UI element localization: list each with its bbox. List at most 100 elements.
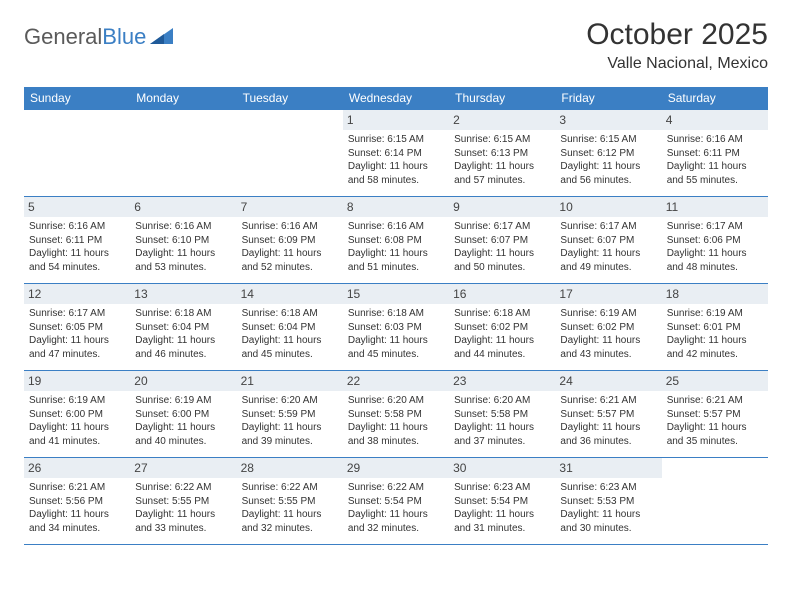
sunrise-line: Sunrise: 6:18 AM [242, 307, 338, 321]
sunrise-line: Sunrise: 6:20 AM [242, 394, 338, 408]
daylight-line: Daylight: 11 hours and 46 minutes. [135, 334, 231, 361]
week-row: 5Sunrise: 6:16 AMSunset: 6:11 PMDaylight… [24, 197, 768, 284]
daylight-line: Daylight: 11 hours and 43 minutes. [560, 334, 656, 361]
sunrise-line: Sunrise: 6:17 AM [667, 220, 763, 234]
sunrise-line: Sunrise: 6:22 AM [242, 481, 338, 495]
sunset-line: Sunset: 6:13 PM [454, 147, 550, 161]
sunset-line: Sunset: 6:00 PM [29, 408, 125, 422]
day-cell: 14Sunrise: 6:18 AMSunset: 6:04 PMDayligh… [237, 284, 343, 370]
dow-header-cell: Friday [555, 87, 661, 109]
day-number: 16 [449, 284, 555, 304]
brand-part1: General [24, 24, 102, 50]
day-cell: 4Sunrise: 6:16 AMSunset: 6:11 PMDaylight… [662, 110, 768, 196]
daylight-line: Daylight: 11 hours and 34 minutes. [29, 508, 125, 535]
daylight-line: Daylight: 11 hours and 54 minutes. [29, 247, 125, 274]
day-cell [237, 110, 343, 196]
day-number: 26 [24, 458, 130, 478]
sunrise-line: Sunrise: 6:21 AM [667, 394, 763, 408]
calendar-grid: SundayMondayTuesdayWednesdayThursdayFrid… [24, 87, 768, 545]
sunset-line: Sunset: 6:03 PM [348, 321, 444, 335]
sunset-line: Sunset: 6:07 PM [454, 234, 550, 248]
day-cell: 12Sunrise: 6:17 AMSunset: 6:05 PMDayligh… [24, 284, 130, 370]
day-cell [662, 458, 768, 544]
day-number: 18 [662, 284, 768, 304]
calendar-page: GeneralBlue October 2025 Valle Nacional,… [0, 0, 792, 555]
day-number: 29 [343, 458, 449, 478]
sunset-line: Sunset: 5:59 PM [242, 408, 338, 422]
daylight-line: Daylight: 11 hours and 45 minutes. [348, 334, 444, 361]
location-label: Valle Nacional, Mexico [586, 55, 768, 73]
day-cell: 26 Sunrise: 6:21 AMSunset: 5:56 PMDayligh… [24, 458, 130, 544]
sunrise-line: Sunrise: 6:17 AM [560, 220, 656, 234]
day-number: 6 [130, 197, 236, 217]
day-number: 12 [24, 284, 130, 304]
dow-header-cell: Sunday [24, 87, 130, 109]
day-cell: 13Sunrise: 6:18 AMSunset: 6:04 PMDayligh… [130, 284, 236, 370]
day-cell: 23Sunrise: 6:20 AMSunset: 5:58 PMDayligh… [449, 371, 555, 457]
sunrise-line: Sunrise: 6:16 AM [242, 220, 338, 234]
sunrise-line: Sunrise: 6:20 AM [348, 394, 444, 408]
sunset-line: Sunset: 6:05 PM [29, 321, 125, 335]
day-cell: 30Sunrise: 6:23 AMSunset: 5:54 PMDayligh… [449, 458, 555, 544]
sunrise-line: Sunrise: 6:21 AM [29, 481, 125, 495]
dow-header-cell: Wednesday [343, 87, 449, 109]
sunset-line: Sunset: 6:00 PM [135, 408, 231, 422]
day-cell: 3Sunrise: 6:15 AMSunset: 6:12 PMDaylight… [555, 110, 661, 196]
brand-logo: GeneralBlue [24, 18, 176, 50]
day-number: 24 [555, 371, 661, 391]
day-cell: 21Sunrise: 6:20 AMSunset: 5:59 PMDayligh… [237, 371, 343, 457]
week-row: 12 Sunrise: 6:17 AMSunset: 6:05 PM Dayligh… [24, 284, 768, 371]
daylight-line: Daylight: 11 hours and 38 minutes. [348, 421, 444, 448]
daylight-line: Daylight: 11 hours and 41 minutes. [29, 421, 125, 448]
daylight-line: Daylight: 11 hours and 58 minutes. [348, 160, 444, 187]
day-cell: 19Sunrise: 6:19 AMSunset: 6:00 PMDayligh… [24, 371, 130, 457]
day-cell: 24Sunrise: 6:21 AMSunset: 5:57 PMDayligh… [555, 371, 661, 457]
day-number: 19 [24, 371, 130, 391]
daylight-line: Daylight: 11 hours and 55 minutes. [667, 160, 763, 187]
daylight-line: Daylight: 11 hours and 30 minutes. [560, 508, 656, 535]
day-cell: 17Sunrise: 6:19 AMSunset: 6:02 PMDayligh… [555, 284, 661, 370]
daylight-line: Daylight: 11 hours and 49 minutes. [560, 247, 656, 274]
sunrise-line: Sunrise: 6:15 AM [560, 133, 656, 147]
month-title: October 2025 [586, 18, 768, 52]
day-cell: 29Sunrise: 6:22 AMSunset: 5:54 PMDayligh… [343, 458, 449, 544]
day-number: 3 [555, 110, 661, 130]
dow-header-cell: Saturday [662, 87, 768, 109]
day-number: 10 [555, 197, 661, 217]
day-number: 4 [662, 110, 768, 130]
day-cell: 31Sunrise: 6:23 AMSunset: 5:53 PMDayligh… [555, 458, 661, 544]
sunrise-line: Sunrise: 6:15 AM [348, 133, 444, 147]
day-number: 30 [449, 458, 555, 478]
day-number: 28 [237, 458, 343, 478]
week-row: 1Sunrise: 6:15 AMSunset: 6:14 PMDaylight… [24, 109, 768, 197]
daylight-line: Daylight: 11 hours and 44 minutes. [454, 334, 550, 361]
sunrise-line: Sunrise: 6:16 AM [135, 220, 231, 234]
sunrise-line: Sunrise: 6:18 AM [454, 307, 550, 321]
sunset-line: Sunset: 6:09 PM [242, 234, 338, 248]
sunrise-line: Sunrise: 6:18 AM [348, 307, 444, 321]
sunset-line: Sunset: 6:14 PM [348, 147, 444, 161]
daylight-line: Daylight: 11 hours and 32 minutes. [348, 508, 444, 535]
daylight-line: Daylight: 11 hours and 57 minutes. [454, 160, 550, 187]
brand-sail-icon [150, 28, 176, 46]
dow-header-cell: Monday [130, 87, 236, 109]
daylight-line: Daylight: 11 hours and 52 minutes. [242, 247, 338, 274]
day-number: 21 [237, 371, 343, 391]
day-cell: 22Sunrise: 6:20 AMSunset: 5:58 PMDayligh… [343, 371, 449, 457]
day-cell: 2Sunrise: 6:15 AMSunset: 6:13 PMDaylight… [449, 110, 555, 196]
daylight-line: Daylight: 11 hours and 53 minutes. [135, 247, 231, 274]
week-row: 26Sunrise: 6:21 AMSunset: 5:56 PMDayligh… [24, 458, 768, 545]
daylight-line: Daylight: 11 hours and 31 minutes. [454, 508, 550, 535]
day-cell: 10Sunrise: 6:17 AMSunset: 6:07 PMDayligh… [555, 197, 661, 283]
sunrise-line: Sunrise: 6:17 AM [29, 307, 125, 321]
sunset-line: Sunset: 6:02 PM [454, 321, 550, 335]
day-number: 7 [237, 197, 343, 217]
title-block: October 2025 Valle Nacional, Mexico [586, 18, 768, 73]
day-cell: 16 Sunrise: 6:18 AMSunset: 6:02 PMDayligh… [449, 284, 555, 370]
sunset-line: Sunset: 5:57 PM [667, 408, 763, 422]
sunrise-line: Sunrise: 6:20 AM [454, 394, 550, 408]
sunset-line: Sunset: 5:56 PM [29, 495, 125, 509]
sunset-line: Sunset: 5:53 PM [560, 495, 656, 509]
sunset-line: Sunset: 6:10 PM [135, 234, 231, 248]
day-cell: 18Sunrise: 6:19 AMSunset: 6:01 PMDayligh… [662, 284, 768, 370]
